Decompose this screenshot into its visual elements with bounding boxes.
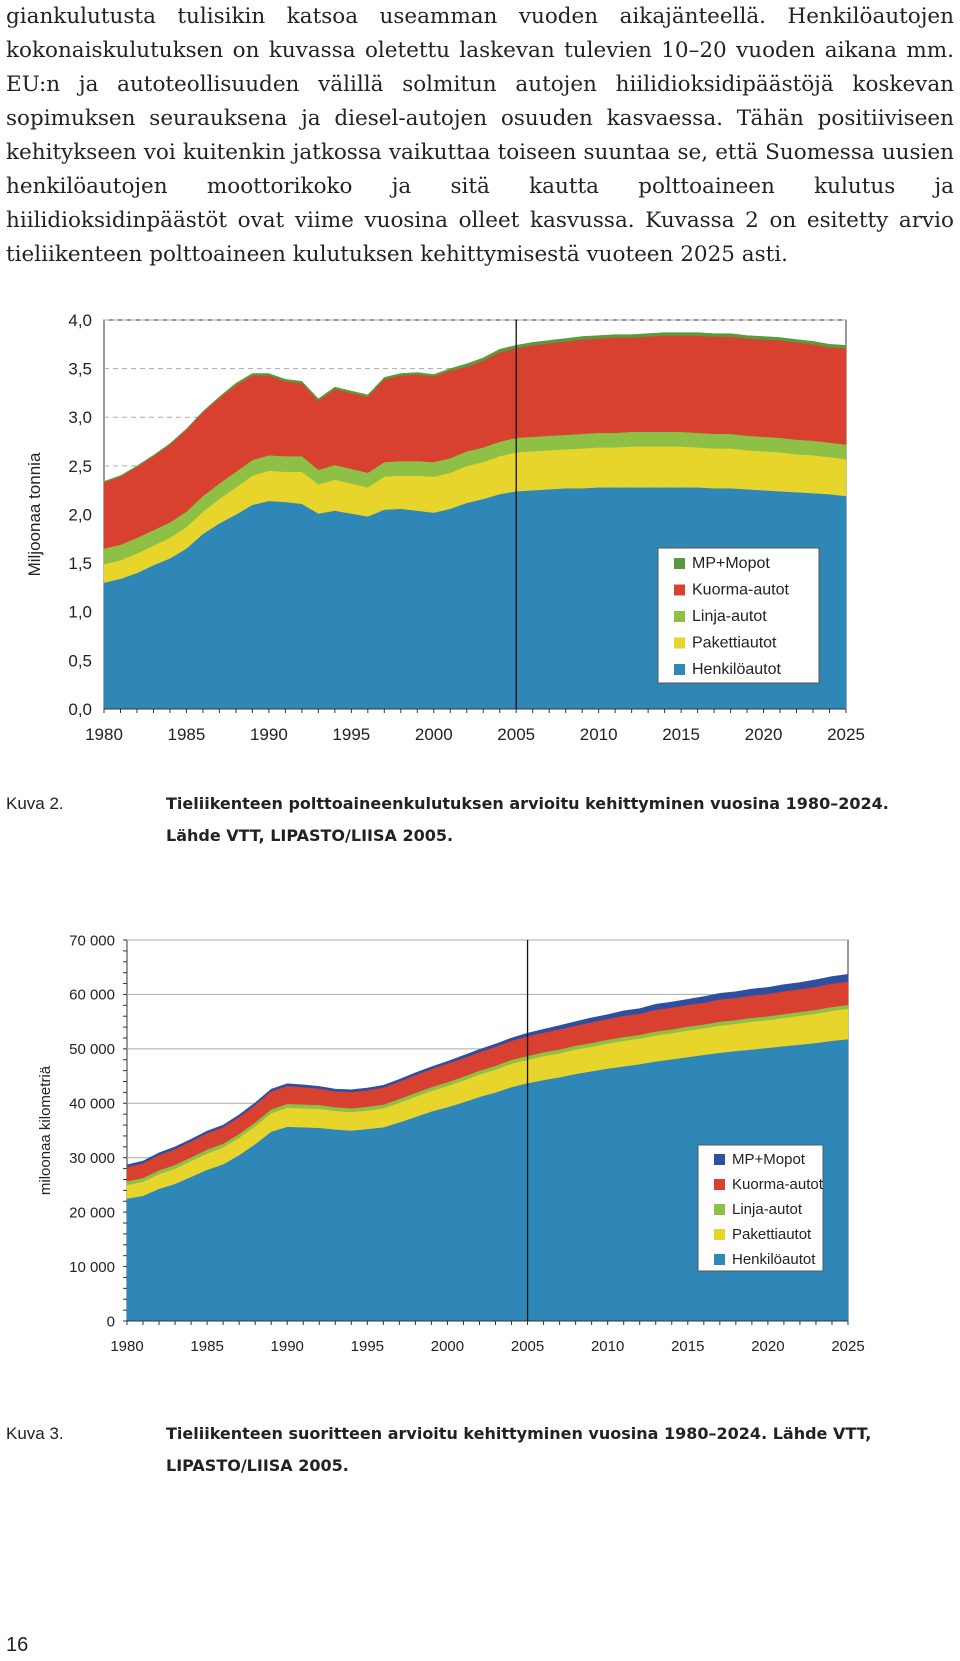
y-axis-label: Miljoonaa tonnia xyxy=(25,452,44,576)
figure2-caption: Tieliikenteen polttoaineenkulutuksen arv… xyxy=(166,794,889,845)
y-tick-label: 1,0 xyxy=(68,603,92,622)
x-tick-label: 2015 xyxy=(662,725,700,744)
legend: MP+Mopot Kuorma-autot Linja-autot Pakettiau… xyxy=(657,547,820,684)
y-tick-label: 10 000 xyxy=(69,1259,115,1276)
legend-swatch xyxy=(674,584,685,596)
x-tick-label: 2020 xyxy=(745,725,783,744)
x-tick-label: 1990 xyxy=(271,1338,304,1355)
legend-label: MP+Mopot xyxy=(732,1151,806,1168)
legend-swatch xyxy=(714,1229,725,1240)
x-tick-label: 2010 xyxy=(580,725,618,744)
fuel-consumption-chart: 0,0 0,5 1,0 1,5 2,0 2,5 3,0 3,5 4,0 1980 1985 1990 1… xyxy=(25,311,865,744)
x-tick-label: 2000 xyxy=(431,1338,464,1355)
legend-label: Henkilöautot xyxy=(692,661,782,678)
y-tick-label: 0,0 xyxy=(68,700,92,719)
y-tick-label: 3,0 xyxy=(68,408,92,427)
x-tick-label: 2010 xyxy=(591,1338,624,1355)
legend-label: Linja-autot xyxy=(732,1201,803,1218)
legend-swatch xyxy=(714,1179,725,1190)
legend-swatch xyxy=(674,558,685,569)
y-tick-label: 0,5 xyxy=(68,651,92,670)
x-tick-label: 2005 xyxy=(497,725,535,744)
x-tick-label: 2015 xyxy=(671,1338,704,1355)
x-tick-label: 1980 xyxy=(85,725,123,744)
y-tick-label: 50 000 xyxy=(69,1041,115,1058)
x-tick-label: 2005 xyxy=(511,1338,544,1355)
legend: MP+Mopot Kuorma-autot Linja-autot Pakettiau… xyxy=(697,1144,824,1272)
y-tick-label: 4,0 xyxy=(68,311,92,330)
legend-label: Linja-autot xyxy=(692,608,767,625)
y-tick-label: 40 000 xyxy=(69,1096,115,1113)
figure3-caption: Tieliikenteen suoritteen arvioitu kehitt… xyxy=(166,1424,872,1475)
legend-swatch xyxy=(714,1154,725,1165)
legend-swatch xyxy=(674,611,685,622)
legend-swatch xyxy=(714,1204,725,1215)
y-tick-label: 1,5 xyxy=(68,554,92,573)
x-tick-label: 1985 xyxy=(190,1338,223,1355)
x-tick-label: 2020 xyxy=(751,1338,784,1355)
legend-label: Kuorma-autot xyxy=(732,1176,824,1193)
x-tick-label: 2025 xyxy=(827,725,865,744)
x-tick-label: 1985 xyxy=(168,725,206,744)
x-tick-label: 1990 xyxy=(250,725,288,744)
area-mp-mopot xyxy=(126,974,849,1168)
x-tick-label: 1980 xyxy=(110,1338,143,1355)
legend-swatch xyxy=(714,1254,725,1265)
y-tick-label: 2,5 xyxy=(68,457,92,476)
legend-label: Pakettiautot xyxy=(732,1226,812,1243)
x-tick-label: 1995 xyxy=(332,725,370,744)
legend-label: Pakettiautot xyxy=(692,635,777,652)
body-paragraph: giankulutusta tulisikin katsoa useamman … xyxy=(6,4,954,267)
y-tick-label: 3,5 xyxy=(68,360,92,379)
y-tick-label: 2,0 xyxy=(68,505,92,524)
x-tick-label: 2025 xyxy=(831,1338,864,1355)
figure2-label: Kuva 2. xyxy=(6,794,64,813)
y-tick-label: 60 000 xyxy=(69,987,115,1004)
area-mp-mopot xyxy=(103,332,847,483)
figure3-label: Kuva 3. xyxy=(6,1424,64,1443)
legend-swatch xyxy=(674,637,685,649)
legend-label: Henkilöautot xyxy=(732,1251,816,1268)
legend-label: Kuorma-autot xyxy=(692,582,789,599)
page-number: 16 xyxy=(6,1634,29,1656)
y-tick-label: 70 000 xyxy=(69,932,115,949)
y-axis-label: miloonaa kilometriä xyxy=(37,1065,54,1195)
x-tick-label: 2000 xyxy=(415,725,453,744)
legend-swatch xyxy=(674,664,685,675)
traffic-volume-chart: 0 10 000 20 000 30 000 40 000 50 000 60 000 70 … xyxy=(37,932,865,1355)
y-tick-label: 0 xyxy=(107,1313,115,1330)
x-tick-label: 1995 xyxy=(351,1338,384,1355)
y-tick-label: 20 000 xyxy=(69,1204,115,1221)
y-tick-label: 30 000 xyxy=(69,1150,115,1167)
legend-label: MP+Mopot xyxy=(692,555,770,572)
